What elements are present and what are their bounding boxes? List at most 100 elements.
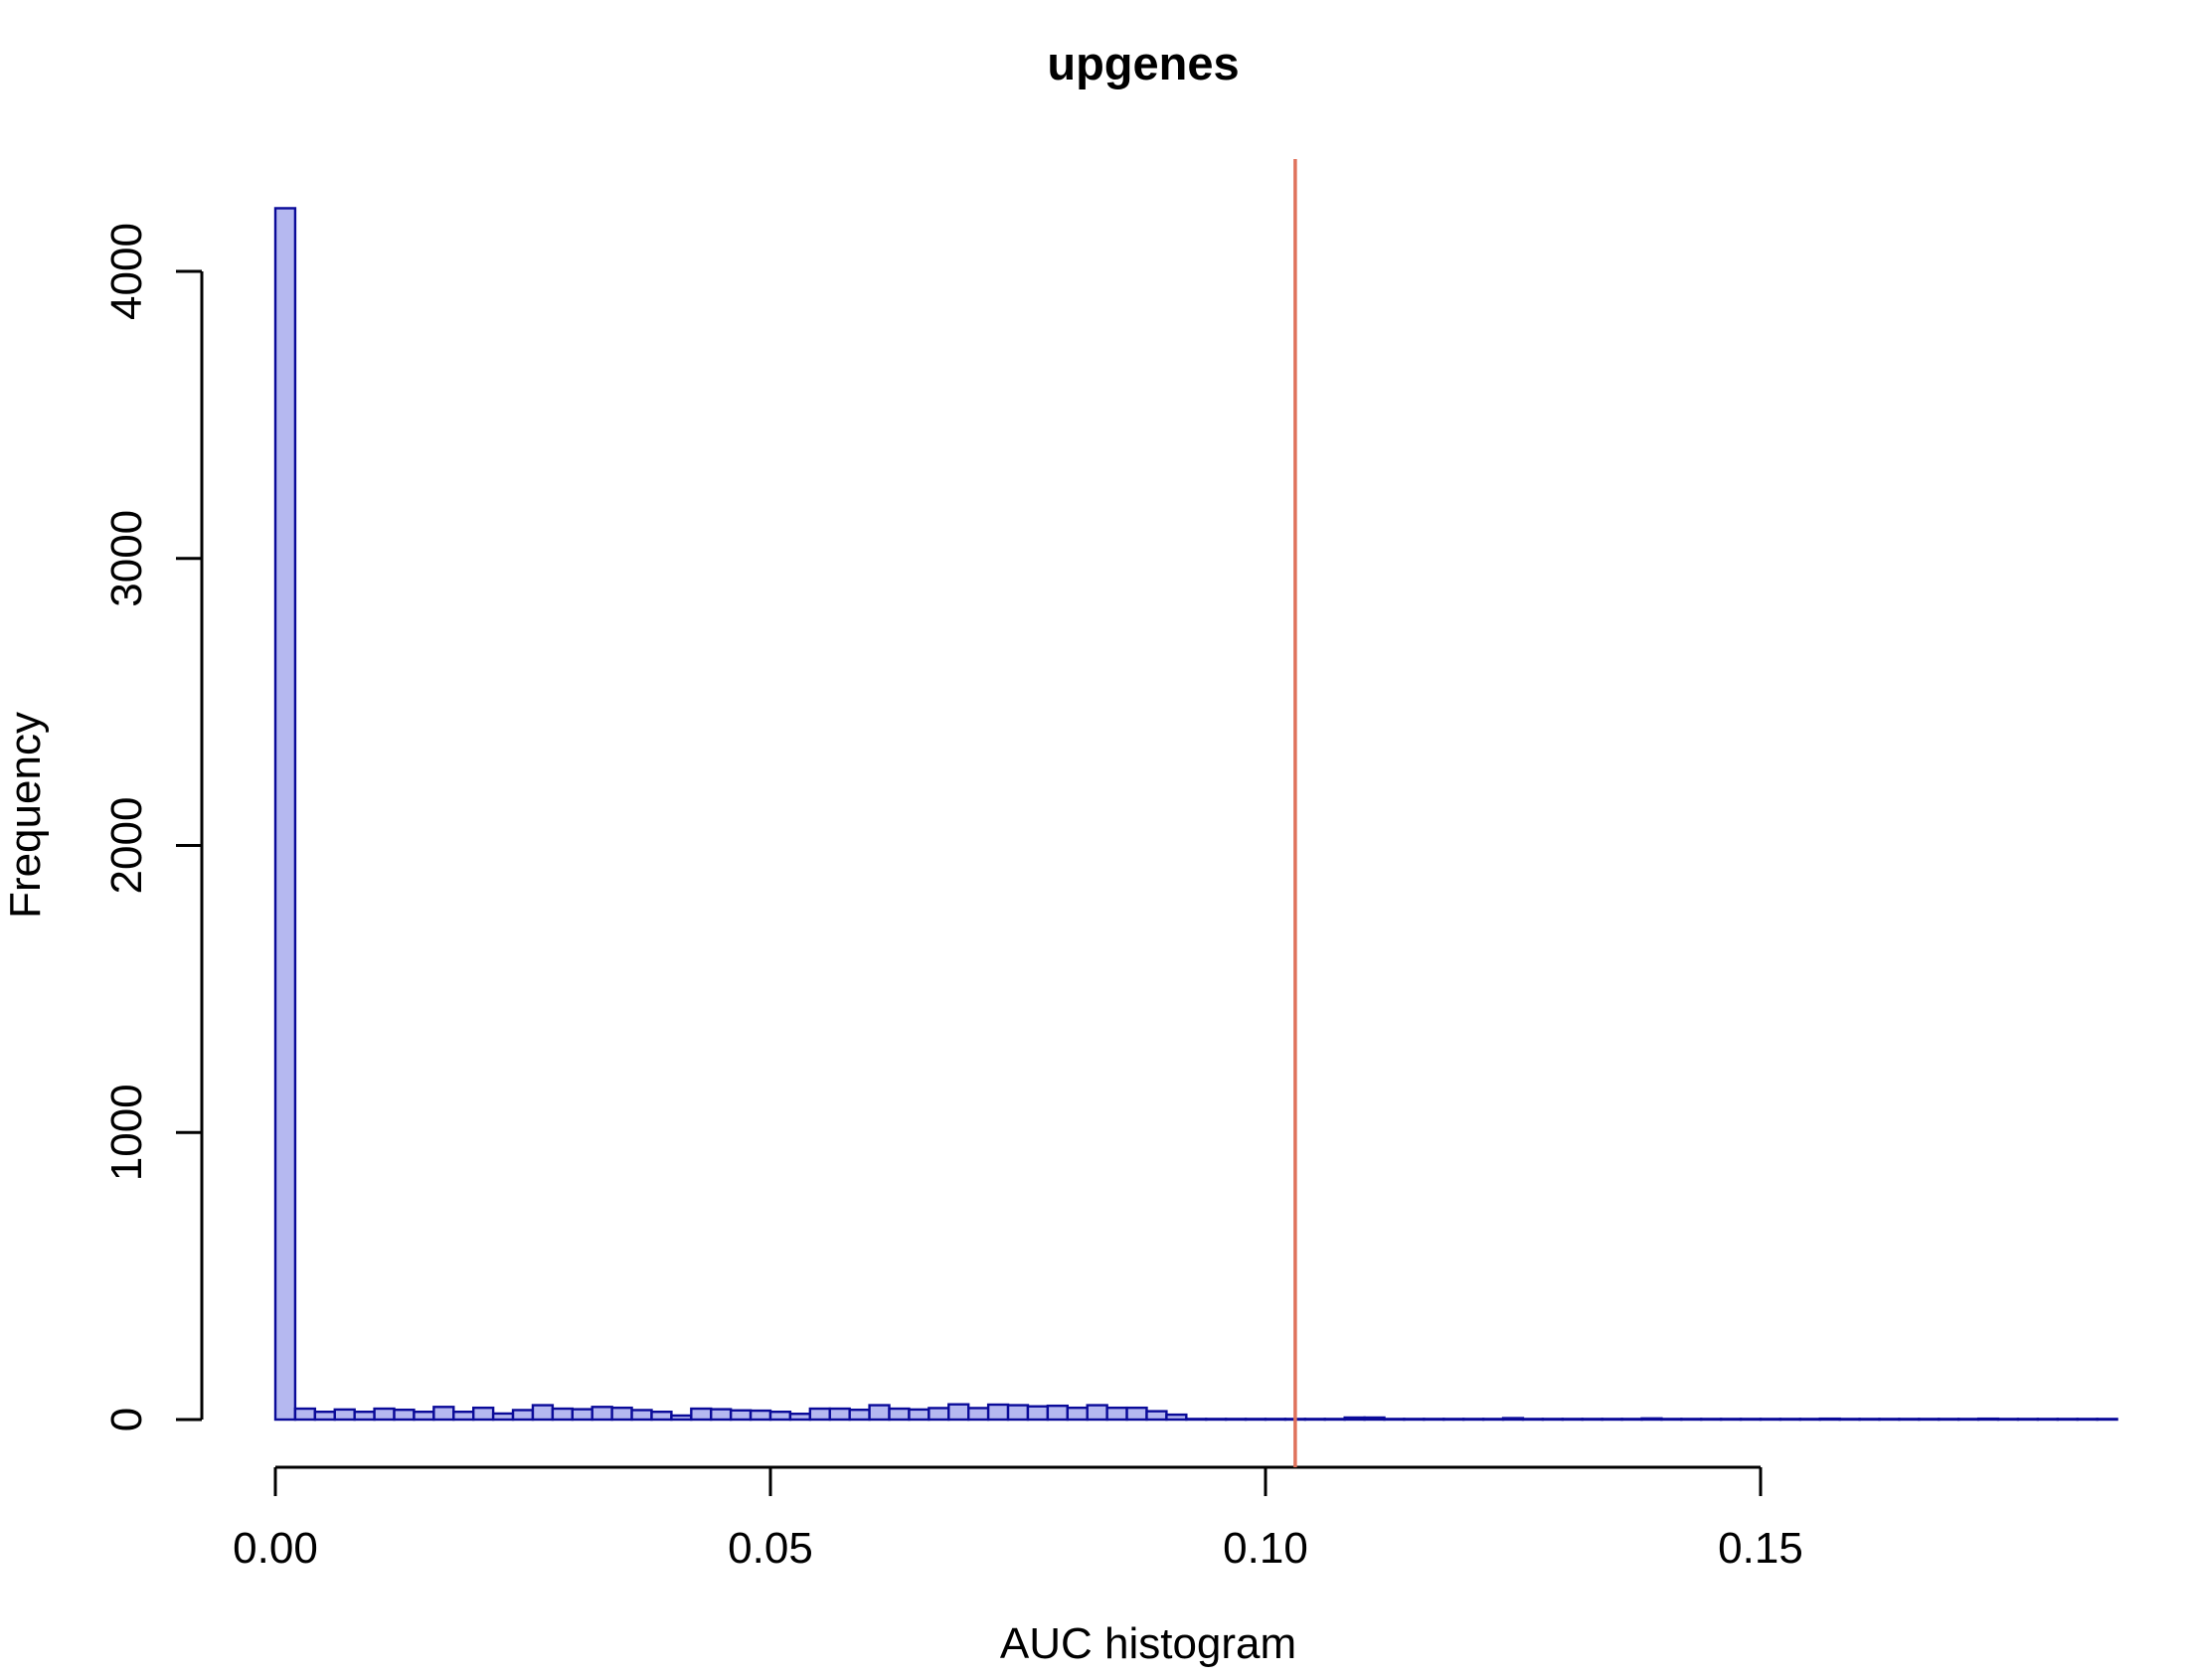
histogram-bar [1818, 1417, 1841, 1422]
histogram-bar [1145, 1410, 1168, 1422]
y-tick-label: 0 [102, 1408, 151, 1431]
histogram-bar [293, 1407, 317, 1422]
y-tick-label: 1000 [102, 1084, 151, 1181]
histogram-bar [868, 1404, 891, 1422]
histogram-bar [1956, 1418, 1980, 1422]
histogram-bar [1403, 1418, 1426, 1422]
histogram-bar [630, 1409, 653, 1422]
histogram-bar [908, 1408, 930, 1422]
histogram-bar [1778, 1418, 1802, 1422]
histogram-bar [413, 1410, 435, 1422]
histogram-bar [670, 1414, 693, 1422]
histogram-bar [313, 1410, 336, 1422]
histogram-bar [1541, 1418, 1565, 1422]
histogram-bar [967, 1407, 990, 1422]
histogram-bar [1086, 1404, 1108, 1422]
histogram-bar [1620, 1418, 1643, 1422]
histogram-bar [986, 1403, 1010, 1422]
histogram-bar [1878, 1418, 1901, 1422]
histogram-bar [650, 1410, 673, 1422]
histogram-bar [1165, 1413, 1188, 1422]
histogram-bar [1461, 1418, 1485, 1422]
histogram-bar [472, 1406, 495, 1422]
histogram-bar [1739, 1418, 1763, 1422]
histogram-bar [1858, 1418, 1881, 1422]
histogram-bar [491, 1412, 515, 1422]
x-tick-label: 0.00 [233, 1524, 318, 1573]
y-tick-label: 3000 [102, 510, 151, 607]
histogram-bar [1205, 1418, 1228, 1422]
histogram-bar [1976, 1417, 2000, 1422]
histogram-bar [1244, 1418, 1267, 1422]
histogram-bar [1185, 1418, 1208, 1422]
histogram-bar [1303, 1418, 1326, 1422]
histogram-bar [710, 1408, 733, 1422]
histogram-bar [1501, 1417, 1525, 1422]
chart-title: upgenes [1047, 37, 1239, 89]
histogram-bar [1442, 1418, 1465, 1422]
histogram-bar [2056, 1418, 2079, 1422]
histogram-bar [1224, 1418, 1248, 1422]
histogram-bar [511, 1409, 535, 1422]
histogram-bar [1481, 1418, 1505, 1422]
histogram-bar [1323, 1418, 1346, 1422]
histogram-bar [828, 1407, 851, 1422]
histogram-bar [808, 1407, 831, 1422]
histogram-bar [1363, 1416, 1386, 1422]
histogram-bar [1640, 1417, 1663, 1422]
histogram-bar [1125, 1406, 1148, 1422]
histogram-bar [1938, 1418, 1960, 1422]
histogram-bar [432, 1406, 455, 1422]
histogram-bar [848, 1408, 871, 1422]
histogram-bar [788, 1413, 812, 1422]
histogram-bar [1719, 1418, 1743, 1422]
histogram-bar [1105, 1406, 1128, 1422]
histogram-bar [1046, 1404, 1070, 1422]
histogram-bar [531, 1404, 555, 1422]
histogram-bar [1898, 1418, 1921, 1422]
histogram-bar [1838, 1418, 1861, 1422]
histogram-bar [1581, 1418, 1604, 1422]
histogram-bar [1601, 1418, 1623, 1422]
histogram-bar [353, 1410, 376, 1422]
histogram-bar [273, 207, 297, 1422]
histogram-bar [571, 1408, 593, 1422]
histogram-bar [1996, 1418, 2020, 1422]
histogram-bar [373, 1407, 396, 1422]
histogram-bar [610, 1406, 633, 1422]
x-tick-label: 0.05 [728, 1524, 813, 1573]
histogram-bar [1066, 1406, 1089, 1422]
x-axis-title: AUC histogram [1000, 1619, 1296, 1668]
histogram-bar [1006, 1404, 1030, 1422]
histogram-bar [1660, 1418, 1683, 1422]
histogram-bar [2096, 1418, 2118, 1422]
y-axis-title: Frequency [1, 712, 50, 919]
x-tick-label: 0.15 [1718, 1524, 1803, 1573]
histogram-bar [1561, 1418, 1584, 1422]
histogram-bar [1264, 1418, 1287, 1422]
histogram-bar [1521, 1418, 1545, 1422]
histogram-bar [1680, 1418, 1703, 1422]
histogram-bar [393, 1408, 416, 1422]
histogram-bar [2076, 1418, 2099, 1422]
histogram-bar [2036, 1418, 2059, 1422]
histogram-bar [729, 1409, 753, 1422]
histogram-bar [452, 1410, 475, 1422]
histogram-bar [2016, 1418, 2040, 1422]
histogram-bar [749, 1409, 772, 1422]
histogram-bar [1423, 1418, 1445, 1422]
histogram-bar [690, 1407, 713, 1422]
histogram-bar [1798, 1418, 1821, 1422]
histogram-bar [333, 1408, 356, 1422]
bars-layer [273, 207, 2118, 1422]
histogram-bar [928, 1407, 950, 1422]
histogram-bar [1759, 1418, 1782, 1422]
y-tick-label: 2000 [102, 797, 151, 895]
histogram-bar [551, 1407, 575, 1422]
y-tick-label: 4000 [102, 223, 151, 320]
histogram-bar [1700, 1418, 1723, 1422]
histogram-bar [1918, 1418, 1941, 1422]
histogram-bar [1343, 1416, 1366, 1422]
